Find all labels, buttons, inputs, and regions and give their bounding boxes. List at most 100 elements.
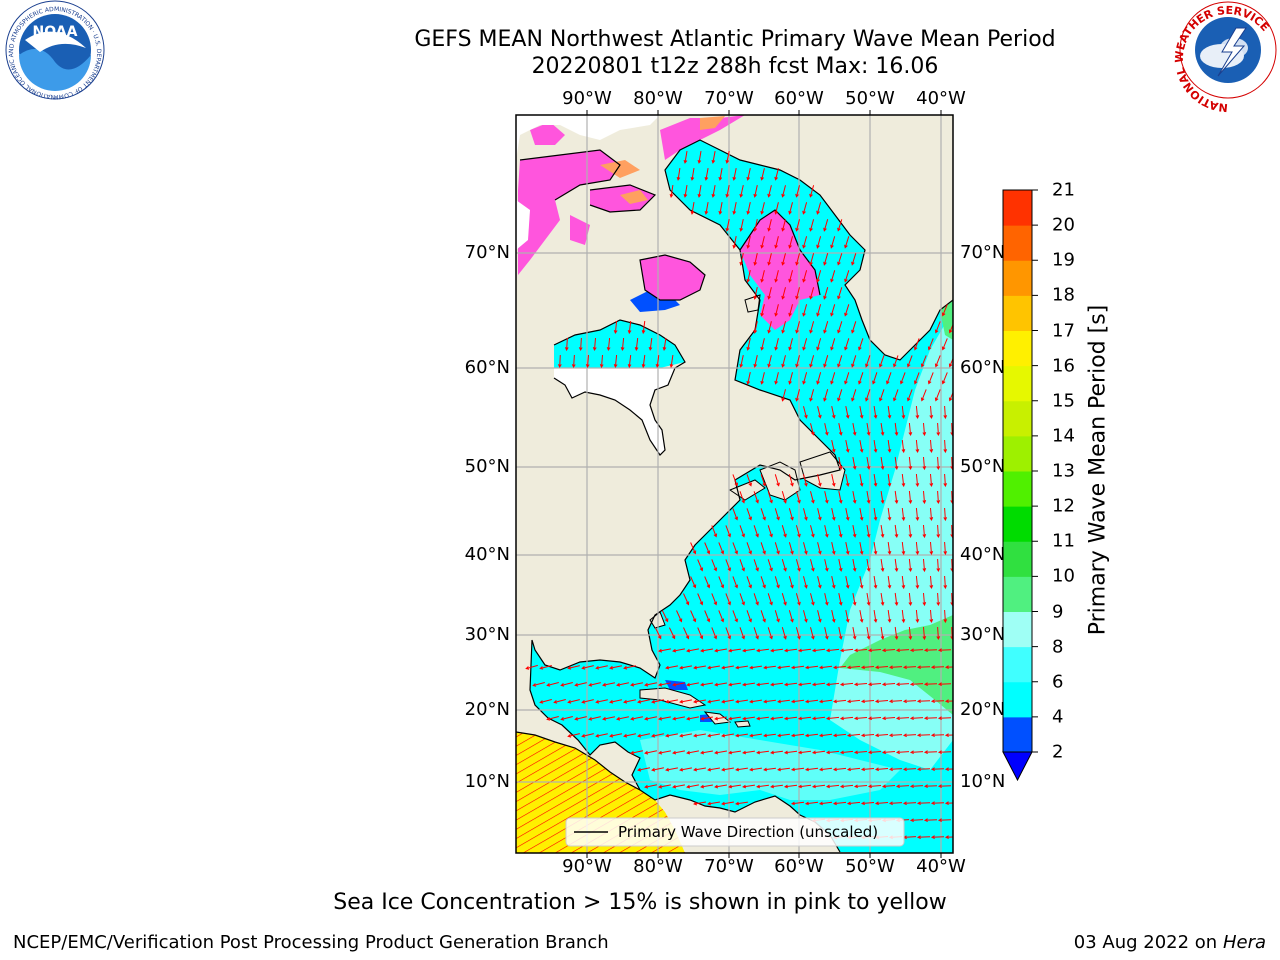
- wave-arrow: [818, 665, 833, 670]
- wave-arrow: [728, 750, 741, 755]
- wave-arrow: [753, 627, 759, 640]
- wave-arrow: [788, 542, 794, 555]
- wave-arrow: [920, 389, 927, 402]
- wave-arrow: [683, 627, 690, 640]
- wave-arrow: [606, 337, 611, 352]
- wave-arrow: [774, 236, 779, 249]
- wave-arrow: [711, 593, 718, 606]
- wave-arrow: [858, 372, 864, 385]
- wave-arrow: [816, 304, 822, 317]
- wave-arrow: [852, 491, 857, 504]
- wave-arrow: [767, 321, 772, 334]
- wave-arrow: [866, 457, 871, 470]
- wave-arrow: [880, 423, 885, 436]
- wave-arrow: [867, 750, 882, 755]
- wave-arrow: [943, 507, 948, 522]
- wave-arrow: [851, 389, 857, 402]
- wave-arrow: [860, 699, 875, 704]
- wave-arrow: [824, 423, 829, 436]
- wave-arrow: [690, 576, 697, 589]
- lat-label-right: 40°N: [960, 544, 1006, 565]
- wave-arrow: [859, 610, 864, 623]
- wave-arrow: [908, 626, 913, 641]
- wave-arrow: [852, 593, 857, 606]
- wave-arrow: [760, 508, 766, 521]
- wave-arrow: [907, 355, 913, 368]
- colorbar-under-triangle: [1002, 751, 1033, 782]
- wave-arrow: [532, 682, 545, 687]
- wave-arrow: [767, 219, 772, 232]
- wave-arrow: [859, 474, 864, 487]
- wave-arrow: [809, 253, 815, 266]
- wave-arrow: [539, 699, 552, 704]
- wave-arrow: [697, 151, 702, 164]
- wave-arrow: [662, 338, 667, 351]
- wave-arrow: [756, 716, 769, 721]
- wave-arrow: [641, 320, 646, 335]
- wave-arrow: [845, 542, 850, 555]
- wave-arrow: [788, 338, 793, 351]
- wave-arrow: [749, 767, 762, 772]
- wave-arrow: [873, 610, 878, 623]
- wave-arrow: [809, 355, 815, 368]
- wave-arrow: [804, 699, 819, 704]
- wave-arrow: [844, 236, 850, 249]
- wave-arrow: [831, 575, 836, 589]
- wave-arrow: [790, 801, 805, 806]
- wave-arrow: [902, 801, 917, 806]
- wave-arrow: [739, 354, 744, 368]
- wave-arrow: [858, 338, 864, 351]
- wave-arrow: [838, 491, 843, 504]
- wave-direction-arrows: [525, 151, 953, 840]
- wave-arrow: [760, 236, 765, 249]
- wave-arrow: [908, 456, 913, 471]
- wave-arrow: [672, 750, 685, 755]
- wave-arrow: [795, 627, 801, 640]
- wave-arrow: [781, 559, 787, 572]
- wave-arrow: [804, 665, 819, 670]
- wave-arrow: [838, 457, 843, 470]
- wave-arrow: [894, 558, 899, 573]
- wave-arrow: [936, 592, 941, 607]
- wave-arrow: [923, 750, 938, 755]
- wave-arrow: [837, 355, 843, 368]
- wave-arrow: [909, 750, 924, 755]
- wave-arrow: [810, 559, 815, 572]
- wave-arrow: [739, 627, 745, 640]
- wave-arrow: [665, 767, 678, 772]
- colorbar-tick-label: 4: [1052, 706, 1064, 728]
- colorbar-segment: [1003, 260, 1032, 296]
- wave-arrow: [881, 682, 896, 687]
- wave-arrow: [844, 338, 850, 351]
- wave-arrow: [929, 609, 934, 624]
- wave-arrow: [944, 733, 953, 738]
- wave-arrow: [588, 682, 601, 687]
- wave-arrow: [837, 219, 843, 232]
- wave-arrow: [866, 559, 871, 572]
- wave-arrow: [895, 716, 910, 721]
- wave-arrow: [936, 626, 941, 641]
- wave-arrow: [803, 542, 808, 555]
- wave-arrow: [881, 648, 896, 653]
- wave-arrow: [725, 185, 730, 198]
- wave-arrow: [756, 784, 769, 789]
- wave-arrow: [831, 405, 836, 419]
- wave-arrow: [901, 439, 906, 454]
- wave-arrow: [756, 648, 769, 653]
- wave-arrow: [802, 270, 808, 283]
- wave-arrow: [704, 168, 709, 181]
- colorbar-segment: [1003, 400, 1032, 437]
- wave-arrow: [679, 699, 692, 704]
- wave-arrow: [887, 542, 892, 555]
- wave-arrow: [909, 648, 924, 653]
- wave-arrow: [739, 491, 745, 504]
- wave-arrow: [866, 593, 871, 606]
- wave-arrow: [916, 665, 931, 670]
- wave-arrow: [774, 508, 780, 521]
- wave-arrow: [721, 801, 734, 806]
- map-area[interactable]: [516, 115, 958, 853]
- lat-label-left: 50°N: [464, 456, 510, 477]
- wave-arrow: [616, 682, 630, 687]
- wave-arrow: [595, 699, 608, 704]
- wave-arrow: [943, 405, 948, 420]
